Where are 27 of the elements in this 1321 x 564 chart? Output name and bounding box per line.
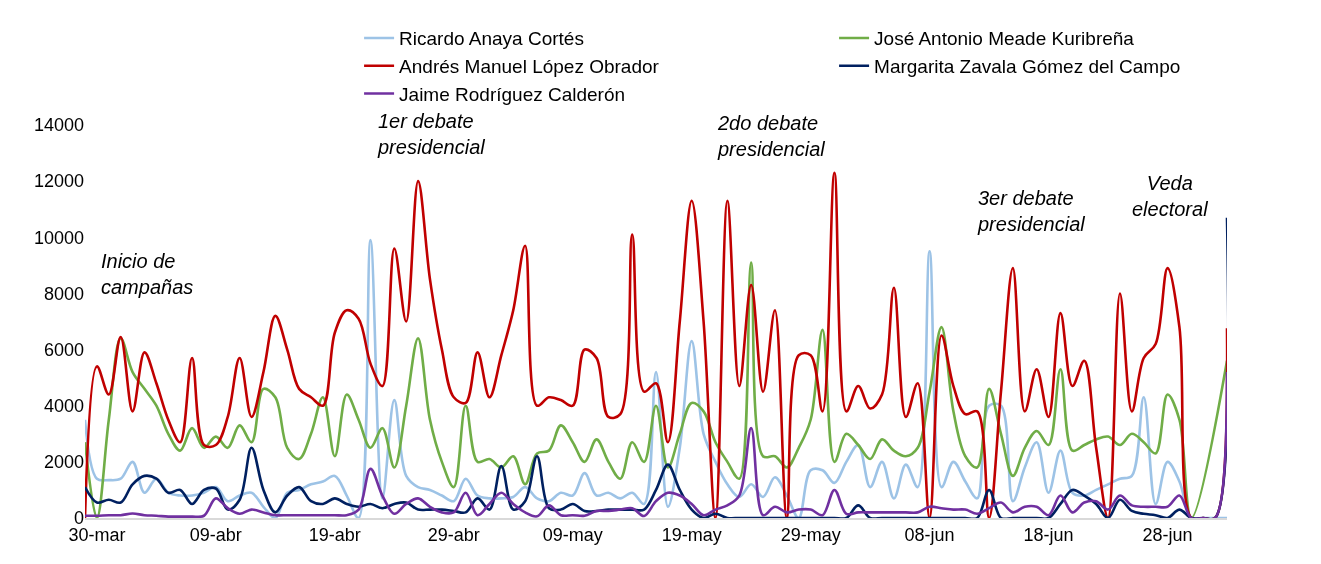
x-tick-label: 09-abr [189,525,242,546]
annotation: Inicio de campañas [101,250,194,298]
y-tick-label: 6000 [43,339,84,360]
legend-label: Margarita Zavala Gómez del Campo [874,56,1181,78]
legend-label: José Antonio Meade Kuribreña [874,28,1135,50]
x-tick-label: 29-may [780,525,841,546]
x-tick-label: 18-jun [1023,525,1074,546]
line-series [85,370,1227,518]
y-tick-label: 8000 [43,283,84,304]
annotation: 2do debate presidencial [717,112,826,160]
legend-label: Jaime Rodríguez Calderón [399,83,626,105]
y-tick-label: 4000 [43,396,84,417]
annotation: Veda electoral [1132,172,1209,220]
y-tick-label: 12000 [33,171,84,192]
x-tick-label: 28-jun [1142,525,1193,546]
x-tick-label: 08-jun [904,525,955,546]
legend-label: Andrés Manuel López Obrador [399,56,660,78]
y-tick-label: 2000 [43,452,84,473]
x-tick-label: 29-abr [427,525,480,546]
y-tick-label: 14000 [33,115,84,136]
x-tick-label: 19-abr [308,525,361,546]
legend-label: Ricardo Anaya Cortés [399,28,584,50]
annotation: 3er debate presidencial [977,187,1086,235]
annotation: 1er debate presidencial [377,110,486,158]
x-tick-label: 09-may [542,525,603,546]
x-tick-label: 19-may [661,525,722,546]
y-tick-label: 10000 [33,227,84,248]
